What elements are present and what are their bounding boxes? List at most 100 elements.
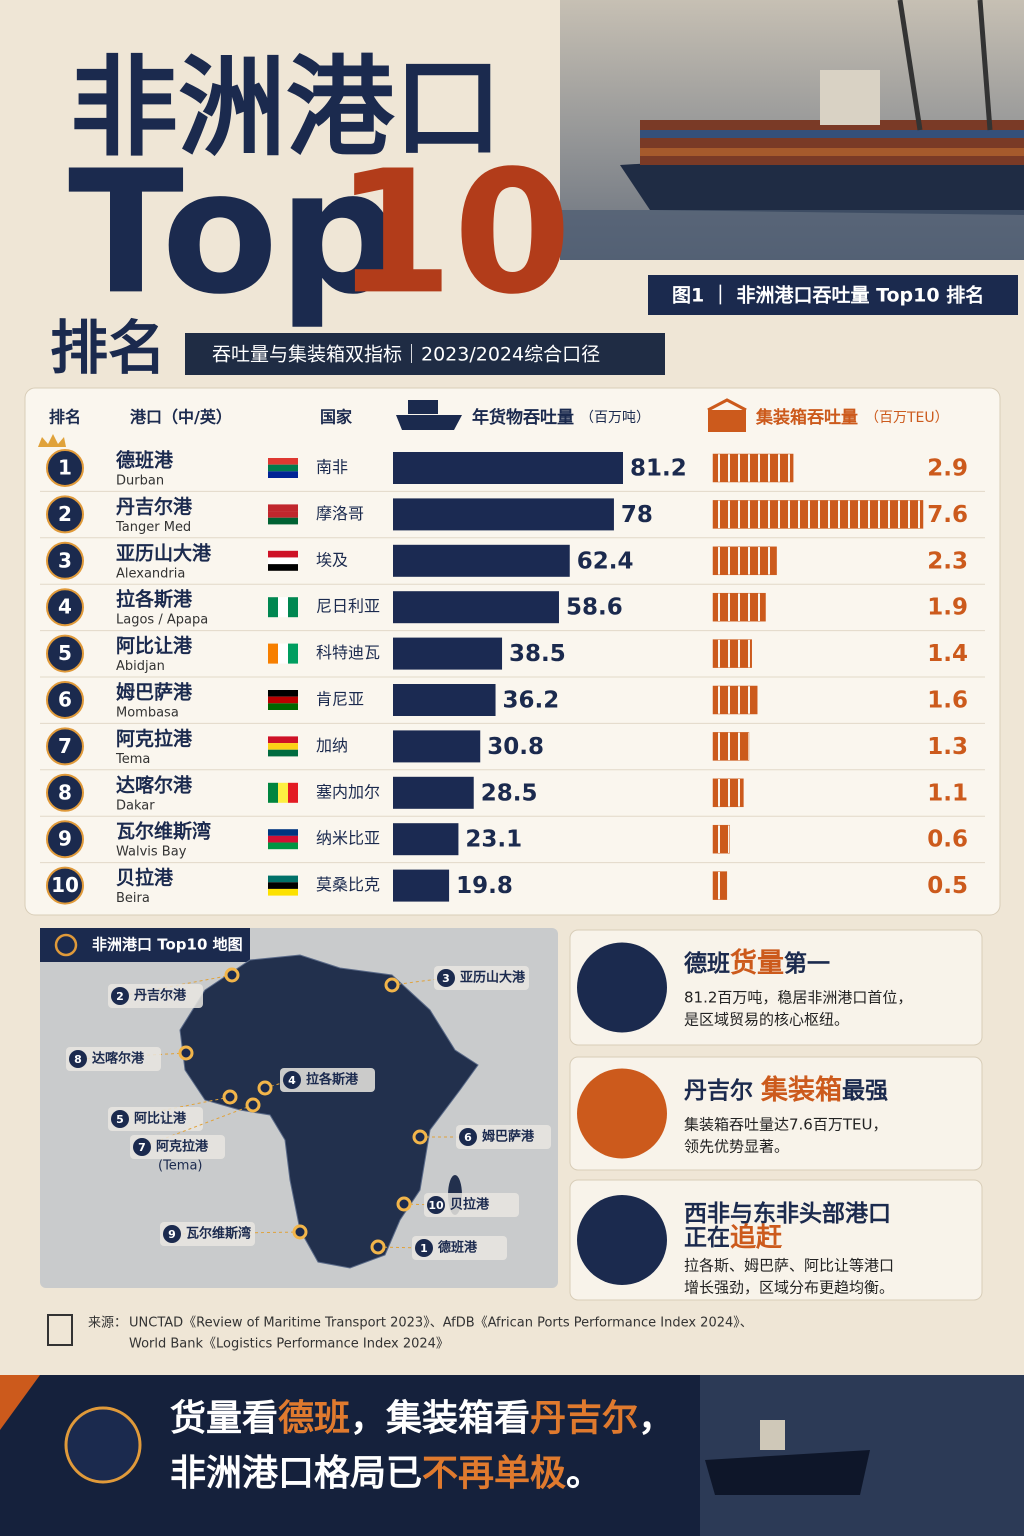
figure-label: 图1 ｜ 非洲港口吞吐量 Top10 排名 bbox=[672, 284, 984, 307]
port-name: 德班港 bbox=[116, 449, 174, 472]
series-name: 年货物吞吐量 bbox=[472, 407, 574, 428]
pin-label-bg bbox=[434, 966, 529, 990]
port-name-en: Tema bbox=[115, 752, 150, 767]
footer-text: 。 bbox=[566, 1453, 602, 1494]
teu-bar bbox=[712, 453, 794, 483]
rank-badge bbox=[46, 681, 84, 719]
footer-highlight: 德班 bbox=[278, 1398, 350, 1439]
pin bbox=[384, 977, 400, 993]
flag bbox=[268, 749, 298, 757]
column-header: 国家 bbox=[320, 408, 353, 427]
pin-rank-badge bbox=[283, 1071, 301, 1089]
pin-label: 阿克拉港 bbox=[156, 1139, 209, 1155]
teu-bar bbox=[712, 778, 744, 808]
flag bbox=[268, 829, 298, 836]
port-name: 拉各斯港 bbox=[116, 588, 193, 611]
source: UNCTAD《Review of Maritime Transport 2023… bbox=[129, 1316, 753, 1331]
subtitle-band bbox=[185, 333, 665, 375]
pin bbox=[292, 1224, 308, 1240]
teu-bar bbox=[712, 685, 758, 715]
pin-label-bg bbox=[160, 1222, 255, 1246]
africa-map bbox=[179, 954, 479, 1269]
pin-label: 拉各斯港 bbox=[306, 1072, 359, 1088]
rank: 9 bbox=[58, 827, 72, 851]
country: 科特迪瓦 bbox=[316, 643, 380, 662]
rank: 4 bbox=[58, 595, 72, 619]
footer-highlight: 不再单极 bbox=[422, 1453, 566, 1494]
flag bbox=[268, 842, 298, 850]
flag bbox=[268, 643, 278, 664]
card-title: 德班货量第一 bbox=[684, 947, 830, 979]
country: 纳米比亚 bbox=[316, 829, 380, 848]
pin-rank: 6 bbox=[464, 1131, 472, 1144]
teu-value: 1.6 bbox=[927, 688, 968, 714]
rank: 1 bbox=[58, 456, 72, 480]
pin bbox=[396, 1196, 412, 1212]
rank-badge bbox=[46, 495, 84, 534]
teu-value: 1.1 bbox=[927, 780, 968, 806]
footer-accent bbox=[0, 1375, 40, 1430]
card-title-part: 第一 bbox=[784, 950, 830, 977]
flag bbox=[268, 882, 298, 889]
pin bbox=[222, 1089, 238, 1105]
pin-rank: 8 bbox=[74, 1053, 82, 1066]
teu-value: 0.5 bbox=[927, 873, 968, 899]
teu-value: 7.6 bbox=[927, 502, 968, 528]
port-name: 达喀尔港 bbox=[116, 773, 193, 796]
pin bbox=[412, 1129, 428, 1145]
cargo-value: 78 bbox=[621, 502, 653, 528]
subtitle: 吞吐量与集装箱双指标｜2023/2024综合口径 bbox=[212, 344, 600, 366]
teu-value: 0.6 bbox=[927, 827, 968, 853]
cargo-value: 19.8 bbox=[456, 873, 513, 899]
wheel-icon bbox=[54, 933, 78, 957]
card-body: 增长强劲，区域分布更趋均衡。 bbox=[684, 1279, 894, 1297]
flag bbox=[268, 464, 298, 472]
port-name: 姆巴萨港 bbox=[116, 681, 193, 704]
pin-rank: 9 bbox=[168, 1228, 176, 1241]
teu-value: 1.9 bbox=[927, 595, 968, 621]
column-header: 排名 bbox=[49, 408, 81, 427]
country: 莫桑比克 bbox=[316, 875, 380, 894]
pin-label-bg bbox=[424, 1193, 519, 1217]
pin-label: 瓦尔维斯湾 bbox=[186, 1226, 251, 1242]
pin-label-bg bbox=[280, 1068, 375, 1092]
cargo-value: 58.6 bbox=[566, 595, 623, 621]
flag bbox=[268, 875, 298, 883]
pin bbox=[257, 1080, 273, 1096]
flag bbox=[288, 643, 298, 664]
flag bbox=[268, 690, 298, 697]
cargo-value: 62.4 bbox=[577, 548, 634, 574]
country: 埃及 bbox=[316, 550, 348, 569]
flag bbox=[268, 511, 298, 518]
country: 肯尼亚 bbox=[316, 690, 364, 709]
pin bbox=[178, 1045, 194, 1061]
container-icon bbox=[707, 398, 747, 432]
crown bbox=[38, 434, 66, 447]
rank: 7 bbox=[58, 734, 72, 758]
pin-label: 丹吉尔港 bbox=[134, 988, 187, 1004]
footer-ship bbox=[700, 1375, 1024, 1536]
flag bbox=[268, 550, 298, 558]
pin-label-bg bbox=[66, 1047, 161, 1071]
teu-bar bbox=[712, 639, 752, 668]
cargo-value: 38.5 bbox=[509, 641, 566, 667]
card-title: 正在追赶 bbox=[684, 1222, 783, 1253]
teu-bar bbox=[712, 871, 728, 900]
port-name-en: Tanger Med bbox=[115, 520, 191, 535]
rank-badge bbox=[46, 820, 84, 859]
rank: 8 bbox=[58, 780, 72, 804]
card-title-part: 德班 bbox=[684, 950, 730, 977]
series-name: 集装箱吞吐量 bbox=[755, 407, 858, 428]
flag bbox=[268, 835, 298, 843]
cargo-value: 28.5 bbox=[481, 780, 538, 806]
card-title-part: 最强 bbox=[842, 1078, 888, 1104]
pin-rank: 10 bbox=[428, 1199, 444, 1212]
rank-badge bbox=[46, 727, 84, 766]
pin-label-bg bbox=[108, 984, 203, 1008]
footer-text: 货量看 bbox=[170, 1398, 278, 1439]
pin-rank-badge bbox=[427, 1196, 445, 1214]
cargo-bar bbox=[393, 452, 623, 484]
flag bbox=[278, 597, 288, 618]
teu-bar bbox=[712, 732, 750, 761]
flag bbox=[268, 703, 298, 710]
